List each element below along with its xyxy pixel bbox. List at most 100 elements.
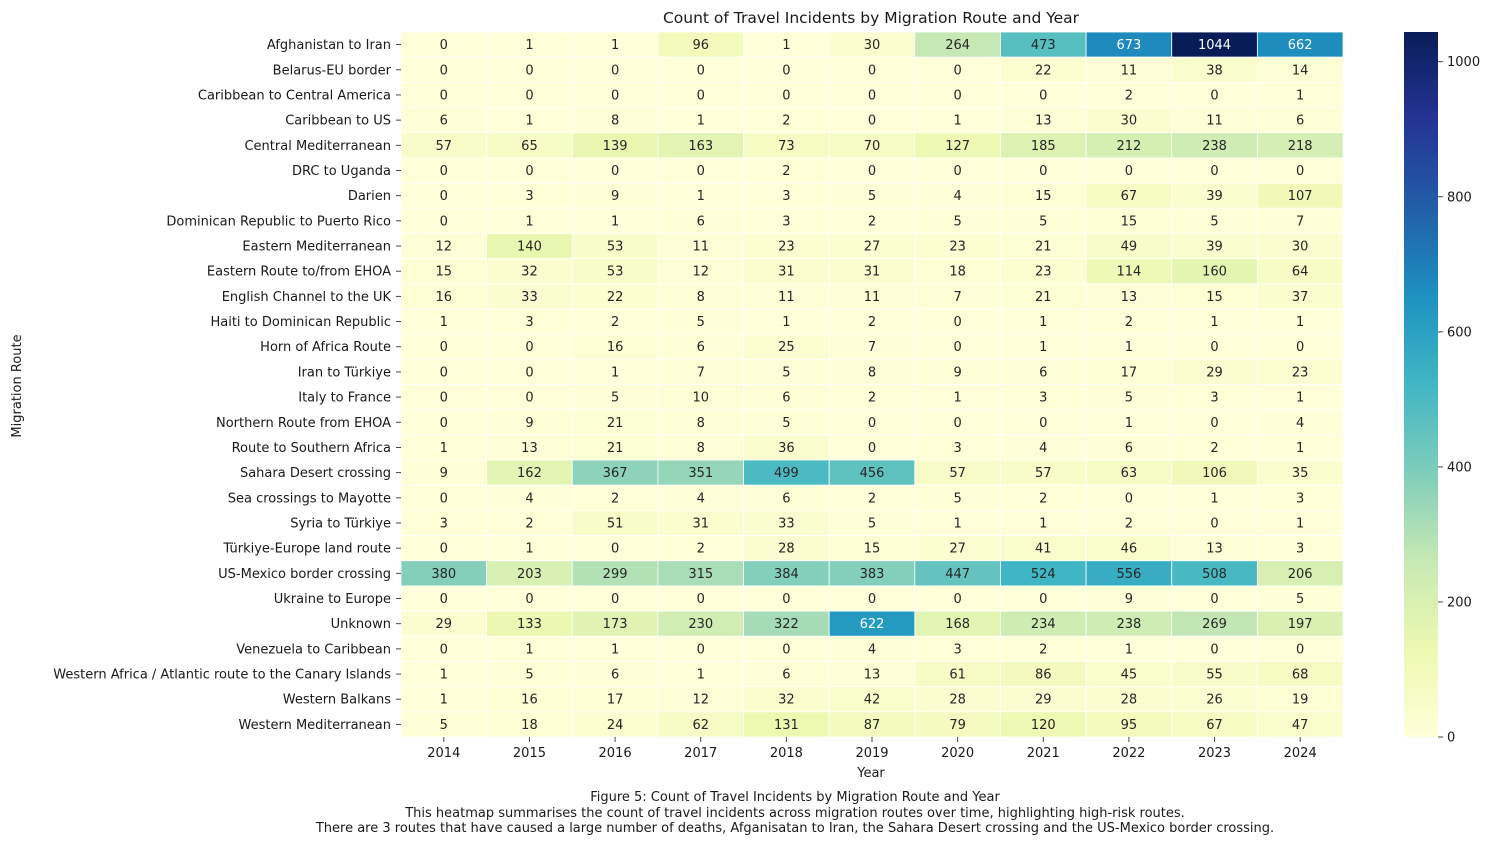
- heatmap-cell-drc-to-uganda-2017: [657, 157, 744, 184]
- heatmap-cell-haiti-to-dominican-republic-2021: [1000, 308, 1087, 335]
- x-tick-label-2020: 2020: [941, 746, 974, 761]
- cell-value-label: 15: [1035, 189, 1052, 204]
- heatmap-cell-horn-of-africa-route-2024: [1256, 333, 1344, 360]
- y-tick-label-dominican-republic-to-puerto-rico: Dominican Republic to Puerto Rico: [166, 214, 391, 229]
- cell-value-label: 57: [1035, 466, 1052, 481]
- heatmap-cell-sea-crossings-to-mayotte-2017: [657, 484, 744, 511]
- y-tick-label-darien: Darien: [348, 189, 391, 204]
- cell-value-label: 5: [868, 516, 876, 531]
- cell-value-label: 622: [860, 617, 885, 632]
- cell-value-label: 197: [1288, 617, 1313, 632]
- cell-value-label: 57: [436, 139, 453, 154]
- cell-value-label: 11: [864, 290, 881, 305]
- cell-value-label: 3: [953, 441, 961, 456]
- heatmap-cell-unknown-2020: [914, 610, 1001, 637]
- heatmap-cell-northern-route-from-ehoa-2021: [1000, 409, 1087, 436]
- heatmap-cell-sahara-desert-crossing-2015: [486, 459, 573, 486]
- cell-value-label: 5: [1125, 391, 1133, 406]
- heatmap-cell-drc-to-uganda-2022: [1085, 157, 1173, 184]
- cell-value-label: 51: [607, 516, 624, 531]
- y-tick-label-sea-crossings-to-mayotte: Sea crossings to Mayotte: [228, 491, 391, 506]
- cell-value-label: 1: [1125, 340, 1133, 355]
- heatmap-cell-horn-of-africa-route-2023: [1171, 333, 1258, 360]
- heatmap-cell-sahara-desert-crossing-2020: [914, 459, 1001, 486]
- cell-value-label: 49: [1121, 240, 1138, 255]
- heatmap-cell-syria-to-t-rkiye-2020: [914, 509, 1001, 536]
- heatmap-cell-ukraine-to-europe-2023: [1171, 585, 1258, 612]
- cell-value-label: 27: [864, 240, 881, 255]
- cell-value-label: 0: [525, 592, 533, 607]
- heatmap-cell-us-mexico-border-crossing-2014: [400, 560, 488, 587]
- chart-title: Count of Travel Incidents by Migration R…: [663, 9, 1080, 27]
- cell-value-label: 0: [440, 214, 448, 229]
- cell-value-label: 0: [525, 88, 533, 103]
- heatmap-cell-italy-to-france-2024: [1256, 384, 1344, 411]
- cell-value-label: 1: [953, 391, 961, 406]
- y-tick-label-western-mediterranean: Western Mediterranean: [239, 718, 392, 733]
- heatmap-cell-western-balkans-2016: [571, 686, 659, 713]
- cell-value-label: 2: [611, 491, 619, 506]
- cell-value-label: 380: [431, 567, 456, 582]
- cell-value-label: 160: [1202, 265, 1227, 280]
- heatmap-cell-syria-to-t-rkiye-2023: [1171, 509, 1258, 536]
- cell-value-label: 53: [607, 265, 624, 280]
- heatmap-cell-venezuela-to-caribbean-2015: [486, 635, 573, 662]
- cell-value-label: 0: [953, 63, 961, 78]
- heatmap-cell-dominican-republic-to-puerto-rico-2014: [400, 207, 488, 234]
- cell-value-label: 61: [949, 668, 966, 683]
- cell-value-label: 3: [525, 315, 533, 330]
- cell-value-label: 2: [1039, 491, 1047, 506]
- heatmap-cell-caribbean-to-central-america-2022: [1085, 81, 1173, 108]
- cell-value-label: 5: [868, 189, 876, 204]
- cell-value-label: 1: [697, 114, 705, 129]
- heatmap-cell-dominican-republic-to-puerto-rico-2017: [657, 207, 744, 234]
- heatmap-cell-us-mexico-border-crossing-2017: [657, 560, 744, 587]
- cell-value-label: 1: [782, 315, 790, 330]
- colorbar-tick-label-800: 800: [1447, 190, 1472, 205]
- cell-value-label: 0: [1125, 491, 1133, 506]
- heatmap-cell-western-mediterranean-2021: [1000, 711, 1087, 738]
- cell-value-label: 28: [778, 542, 795, 557]
- cell-value-label: 0: [868, 164, 876, 179]
- cell-value-label: 2: [525, 516, 533, 531]
- cell-value-label: 0: [1296, 642, 1304, 657]
- cell-value-label: 0: [440, 542, 448, 557]
- cell-value-label: 0: [868, 63, 876, 78]
- cell-value-label: 0: [1210, 516, 1218, 531]
- heatmap-cell-darien-2023: [1171, 182, 1258, 209]
- caption-line-2: This heatmap summarises the count of tra…: [405, 805, 1185, 821]
- heatmap-cell-t-rkiye-europe-land-route-2020: [914, 535, 1001, 562]
- cell-value-label: 0: [697, 642, 705, 657]
- cell-value-label: 17: [1121, 365, 1138, 380]
- cell-value-label: 5: [1296, 592, 1304, 607]
- cell-value-label: 1: [1296, 516, 1304, 531]
- heatmap-cell-t-rkiye-europe-land-route-2023: [1171, 535, 1258, 562]
- y-tick-label-northern-route-from-ehoa: Northern Route from EHOA: [216, 416, 391, 431]
- heatmap-cell-darien-2019: [828, 182, 916, 209]
- heatmap-cell-drc-to-uganda-2014: [400, 157, 488, 184]
- heatmap-cell-western-mediterranean-2018: [743, 711, 830, 738]
- cell-value-label: 106: [1202, 466, 1227, 481]
- cell-value-label: 1: [953, 114, 961, 129]
- heatmap-cell-dominican-republic-to-puerto-rico-2023: [1171, 207, 1258, 234]
- cell-value-label: 0: [782, 642, 790, 657]
- heatmap-cell-western-africa-atlantic-route-to-the-canary-islands-2022: [1085, 661, 1173, 688]
- heatmap-cell-central-mediterranean-2017: [657, 132, 744, 159]
- cell-value-label: 0: [611, 164, 619, 179]
- heatmap-cell-darien-2021: [1000, 182, 1087, 209]
- heatmap-cell-haiti-to-dominican-republic-2016: [571, 308, 659, 335]
- cell-value-label: 2: [868, 214, 876, 229]
- cell-value-label: 6: [697, 340, 705, 355]
- cell-value-label: 39: [1206, 240, 1223, 255]
- heatmap-cell-t-rkiye-europe-land-route-2024: [1256, 535, 1344, 562]
- cell-value-label: 508: [1202, 567, 1227, 582]
- cell-value-label: 0: [1210, 416, 1218, 431]
- cell-value-label: 12: [436, 240, 453, 255]
- heatmap-cell-central-mediterranean-2022: [1085, 132, 1173, 159]
- heatmap-cell-route-to-southern-africa-2016: [571, 434, 659, 461]
- y-tick-label-sahara-desert-crossing: Sahara Desert crossing: [240, 466, 391, 481]
- heatmap-cell-english-channel-to-the-uk-2019: [828, 283, 916, 310]
- cell-value-label: 28: [949, 693, 966, 708]
- heatmap-cell-darien-2016: [571, 182, 659, 209]
